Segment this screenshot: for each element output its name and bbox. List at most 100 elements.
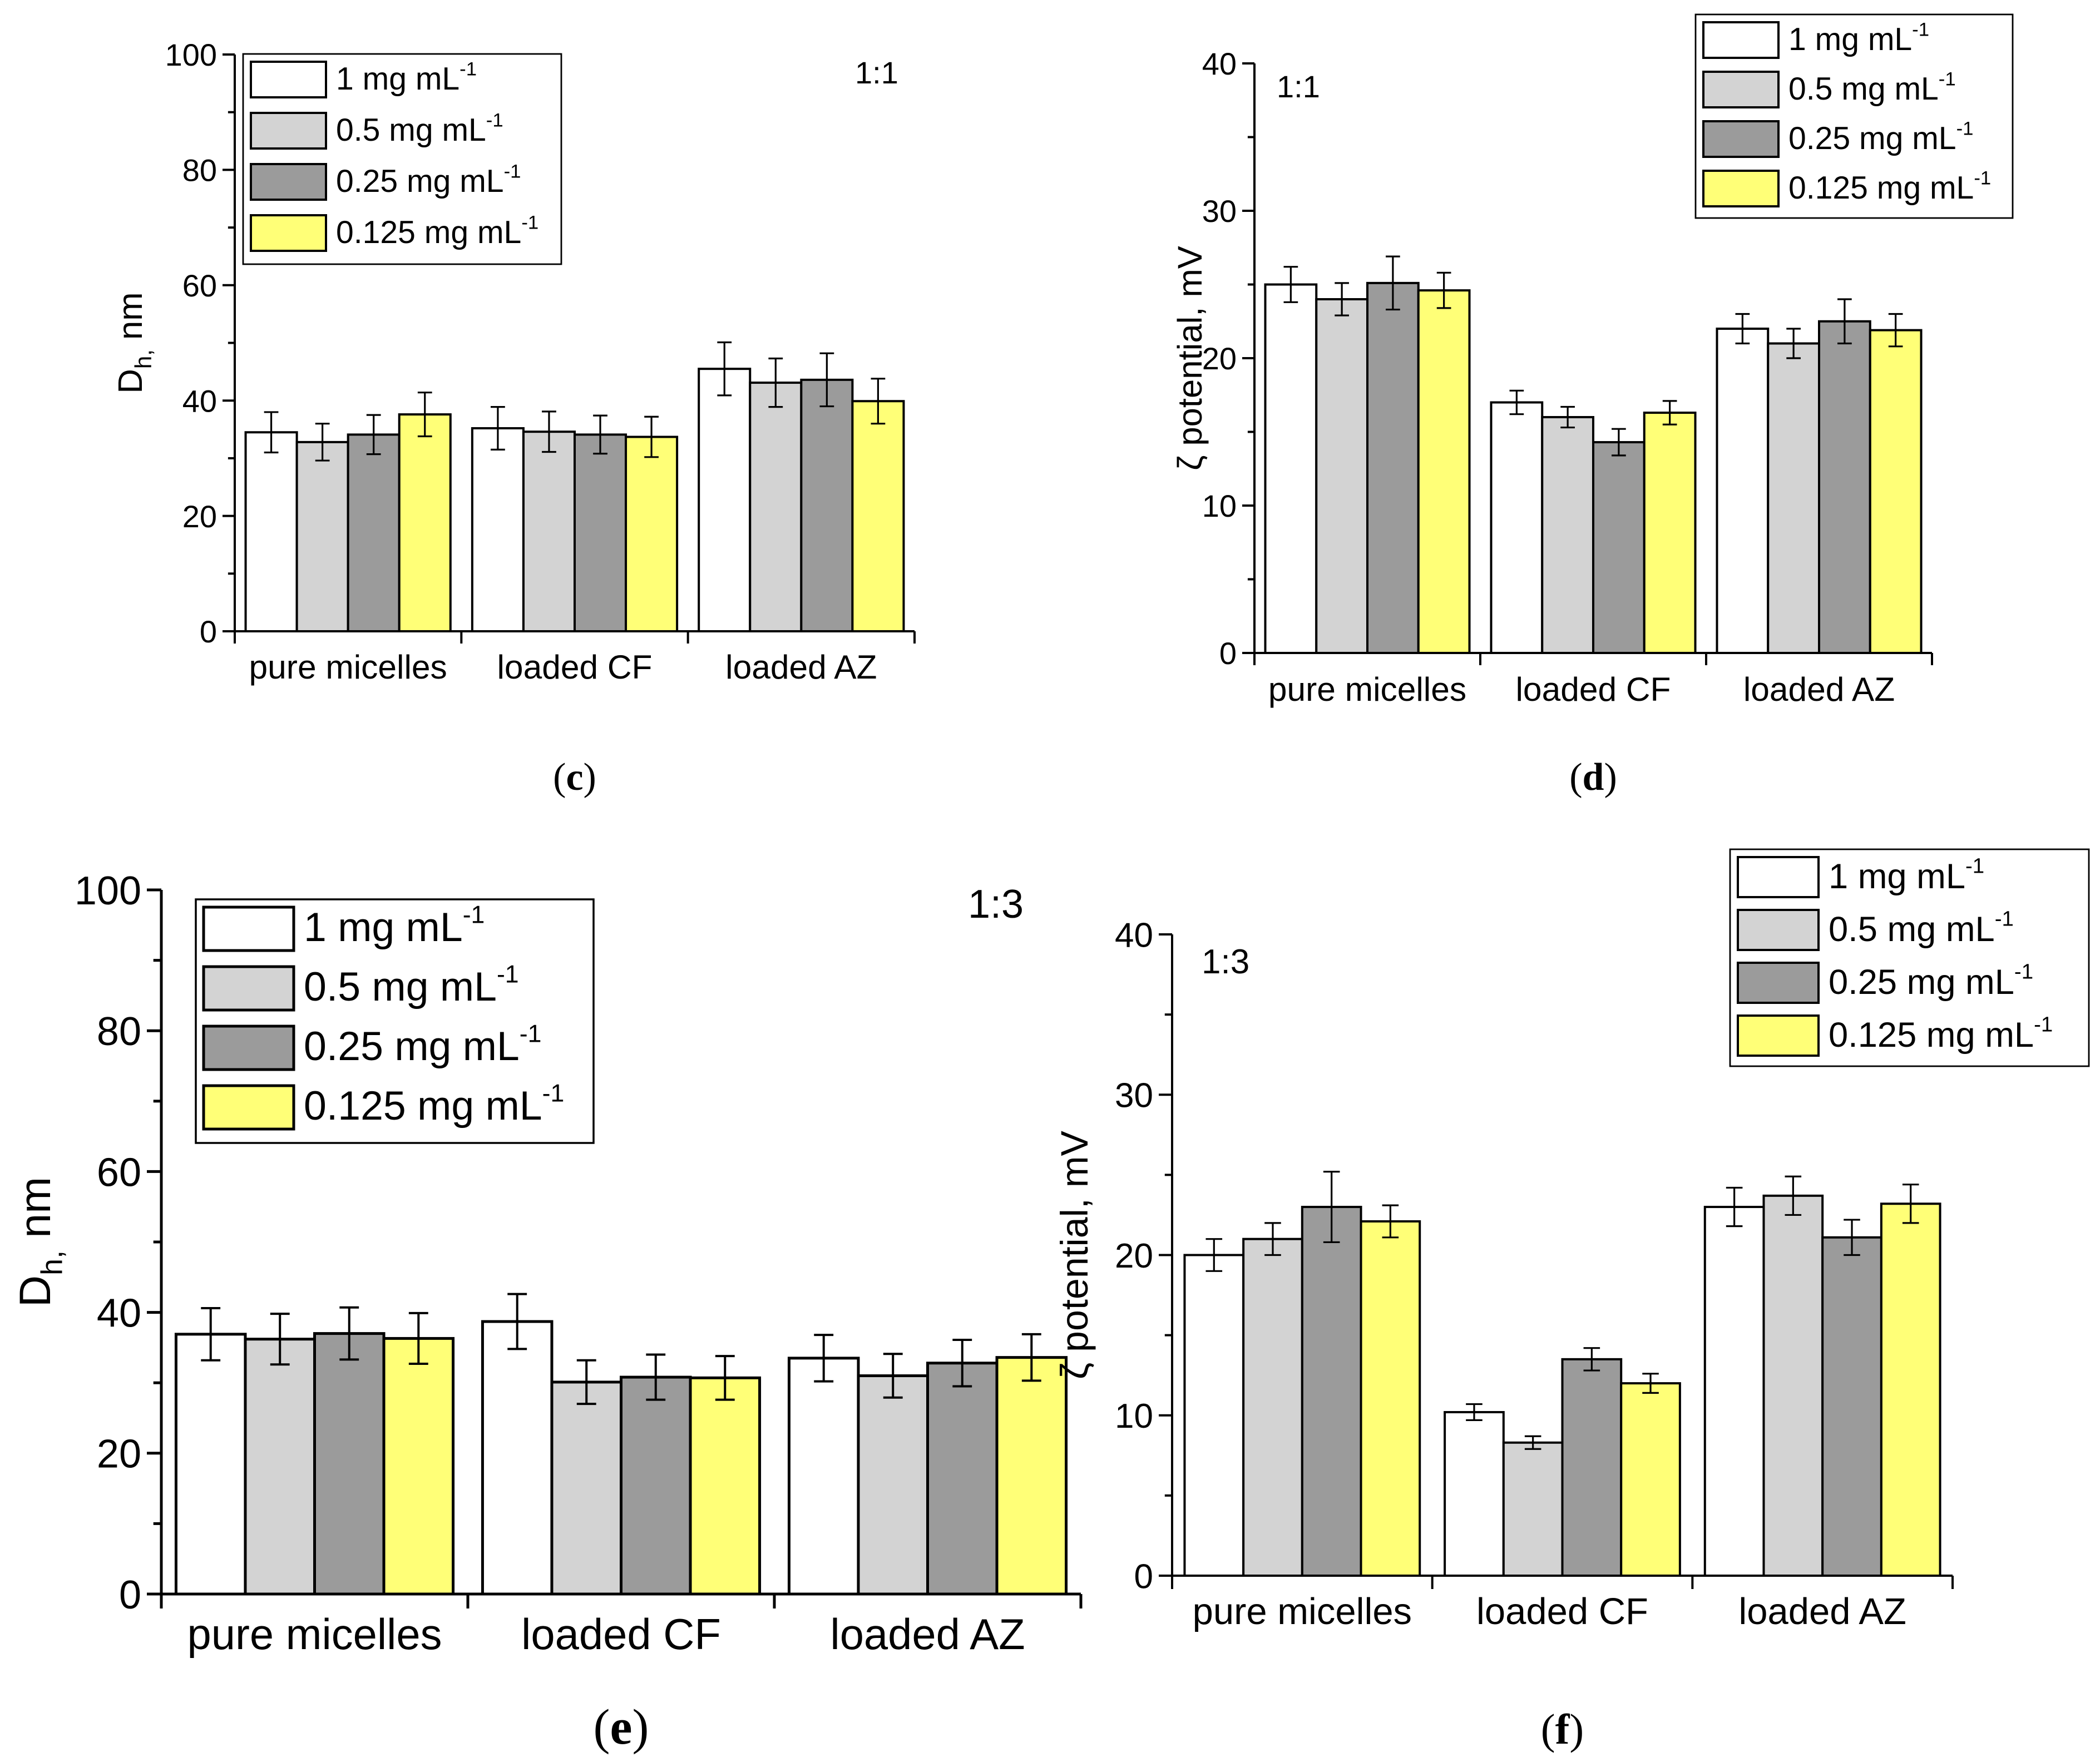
bar-c-s2-c0 bbox=[347, 433, 401, 632]
y-tick-label: 40 bbox=[97, 1291, 141, 1336]
bar-c-s1-c1 bbox=[522, 430, 576, 632]
legend-label-0: 1 mg mL-1 bbox=[1788, 19, 1929, 57]
bar-e-s3-c0 bbox=[382, 1337, 455, 1596]
bar-f-s3-c2 bbox=[1880, 1202, 1941, 1577]
bar-e-s2-c0 bbox=[313, 1332, 386, 1596]
y-tick-label: 0 bbox=[200, 614, 217, 649]
legend-swatch-2 bbox=[1702, 120, 1780, 158]
legend-swatch-1 bbox=[1737, 909, 1820, 951]
y-axis-label: Dh, nm bbox=[10, 1177, 69, 1307]
bar-d-s2-c2 bbox=[1818, 320, 1871, 654]
legend-swatch-0 bbox=[202, 905, 295, 952]
bar-e-s2-c1 bbox=[620, 1375, 692, 1596]
bar-e-s3-c1 bbox=[689, 1376, 762, 1596]
y-axis-label: Dh, nm bbox=[111, 292, 156, 393]
legend-swatch-1 bbox=[202, 965, 295, 1012]
legend-swatch-1 bbox=[1702, 71, 1780, 108]
legend-label-1: 0.5 mg mL-1 bbox=[304, 961, 519, 1009]
y-tick-label: 60 bbox=[97, 1150, 141, 1195]
y-tick-label: 20 bbox=[97, 1432, 141, 1477]
legend-swatch-0 bbox=[1702, 21, 1780, 59]
legend-label-0: 1 mg mL-1 bbox=[1829, 854, 1984, 896]
ratio-label: 1:3 bbox=[968, 882, 1024, 927]
y-tick-label: 40 bbox=[1202, 46, 1237, 81]
bar-d-s1-c0 bbox=[1315, 298, 1368, 654]
legend-swatch-3 bbox=[1737, 1014, 1820, 1057]
x-tick-label: loaded CF bbox=[497, 648, 653, 686]
bar-d-s2-c0 bbox=[1366, 281, 1420, 655]
bar-f-s2-c0 bbox=[1301, 1206, 1362, 1577]
panel-label-e: (e) bbox=[594, 1700, 649, 1755]
bar-d-s3-c2 bbox=[1869, 329, 1923, 654]
bar-e-s1-c2 bbox=[857, 1374, 929, 1596]
legend-label-3: 0.125 mg mL-1 bbox=[336, 212, 538, 250]
bar-e-s2-c2 bbox=[926, 1362, 999, 1596]
y-tick-label: 100 bbox=[75, 869, 141, 913]
bar-c-s2-c2 bbox=[800, 378, 854, 632]
ratio-label: 1:1 bbox=[855, 55, 898, 90]
chart-panel-e: 0 20 40 60 80 100 pure micelles loaded CF loaded… bbox=[10, 869, 1083, 1755]
y-tick-label: 40 bbox=[182, 383, 217, 418]
legend-label-2: 0.25 mg mL-1 bbox=[1829, 959, 2033, 1002]
y-axis-label: ζ potential, mV bbox=[1054, 1130, 1096, 1379]
ratio-label: 1:3 bbox=[1202, 943, 1249, 981]
bar-f-s2-c1 bbox=[1561, 1358, 1623, 1577]
y-tick-label: 60 bbox=[182, 268, 217, 303]
legend-swatch-2 bbox=[202, 1024, 295, 1071]
x-tick-label: pure micelles bbox=[249, 648, 447, 686]
x-tick-label: loaded AZ bbox=[725, 648, 877, 686]
chart-panel-d: 0 10 20 30 40 pure micelles loaded CF loaded AZ… bbox=[1171, 13, 2014, 799]
panel-label-c: (c) bbox=[553, 756, 596, 799]
x-tick-label: loaded CF bbox=[521, 1611, 721, 1659]
bar-c-s3-c2 bbox=[851, 400, 905, 632]
bar-c-s1-c0 bbox=[295, 441, 349, 632]
panels: 0 20 40 60 80 100 pure micelles loaded CF loaded… bbox=[10, 13, 2090, 1755]
legend-swatch-2 bbox=[1737, 962, 1820, 1004]
y-tick-label: 100 bbox=[165, 37, 217, 72]
x-tick-label: pure micelles bbox=[1193, 1591, 1412, 1632]
chart-panel-f: 0 10 20 30 40 pure micelles loaded CF loaded AZ… bbox=[1054, 848, 2090, 1753]
legend-label-0: 1 mg mL-1 bbox=[304, 901, 485, 949]
bar-f-s0-c2 bbox=[1703, 1206, 1765, 1577]
bar-d-s0-c0 bbox=[1264, 283, 1318, 654]
bar-f-s0-c1 bbox=[1444, 1410, 1505, 1577]
bar-d-s3-c0 bbox=[1417, 289, 1471, 654]
bar-d-s1-c1 bbox=[1541, 416, 1594, 654]
bar-d-s2-c1 bbox=[1592, 441, 1646, 654]
bar-f-s1-c1 bbox=[1502, 1441, 1564, 1577]
bar-f-s1-c2 bbox=[1762, 1194, 1824, 1577]
bar-f-s3-c0 bbox=[1360, 1220, 1421, 1577]
legend-swatch-3 bbox=[250, 214, 327, 252]
bar-f-s0-c0 bbox=[1183, 1254, 1245, 1577]
y-tick-label: 10 bbox=[1202, 488, 1237, 523]
bar-d-s3-c1 bbox=[1643, 412, 1697, 654]
bar-e-s0-c2 bbox=[787, 1357, 860, 1596]
x-tick-label: loaded AZ bbox=[830, 1611, 1025, 1659]
legend-label-1: 0.5 mg mL-1 bbox=[1829, 907, 2014, 949]
bar-d-s0-c1 bbox=[1490, 401, 1544, 654]
panel-label-f: (f) bbox=[1541, 1705, 1584, 1753]
bar-d-s1-c2 bbox=[1767, 342, 1820, 654]
y-tick-label: 30 bbox=[1115, 1077, 1153, 1115]
bar-e-s0-c0 bbox=[174, 1333, 247, 1596]
x-tick-label: pure micelles bbox=[1268, 670, 1466, 708]
chart-panel-c: 0 20 40 60 80 100 pure micelles loaded CF loaded… bbox=[111, 37, 916, 799]
bar-e-s0-c1 bbox=[481, 1320, 554, 1596]
y-tick-label: 80 bbox=[182, 153, 217, 188]
legend-label-3: 0.125 mg mL-1 bbox=[1829, 1012, 2053, 1055]
legend-swatch-0 bbox=[250, 61, 327, 98]
legend-swatch-2 bbox=[250, 163, 327, 201]
bar-f-s1-c0 bbox=[1242, 1238, 1303, 1577]
bar-e-s1-c1 bbox=[550, 1380, 622, 1596]
x-tick-label: loaded AZ bbox=[1743, 670, 1895, 708]
legend-swatch-3 bbox=[1702, 170, 1780, 207]
bar-e-s3-c2 bbox=[995, 1356, 1068, 1596]
legend-label-3: 0.125 mg mL-1 bbox=[304, 1080, 564, 1128]
y-tick-label: 80 bbox=[97, 1009, 141, 1054]
legend-label-1: 0.5 mg mL-1 bbox=[1788, 69, 1956, 107]
y-tick-label: 40 bbox=[1115, 916, 1153, 954]
bar-d-s0-c2 bbox=[1716, 328, 1770, 654]
legend-label-0: 1 mg mL-1 bbox=[336, 59, 477, 97]
bar-f-s3-c1 bbox=[1620, 1382, 1681, 1577]
